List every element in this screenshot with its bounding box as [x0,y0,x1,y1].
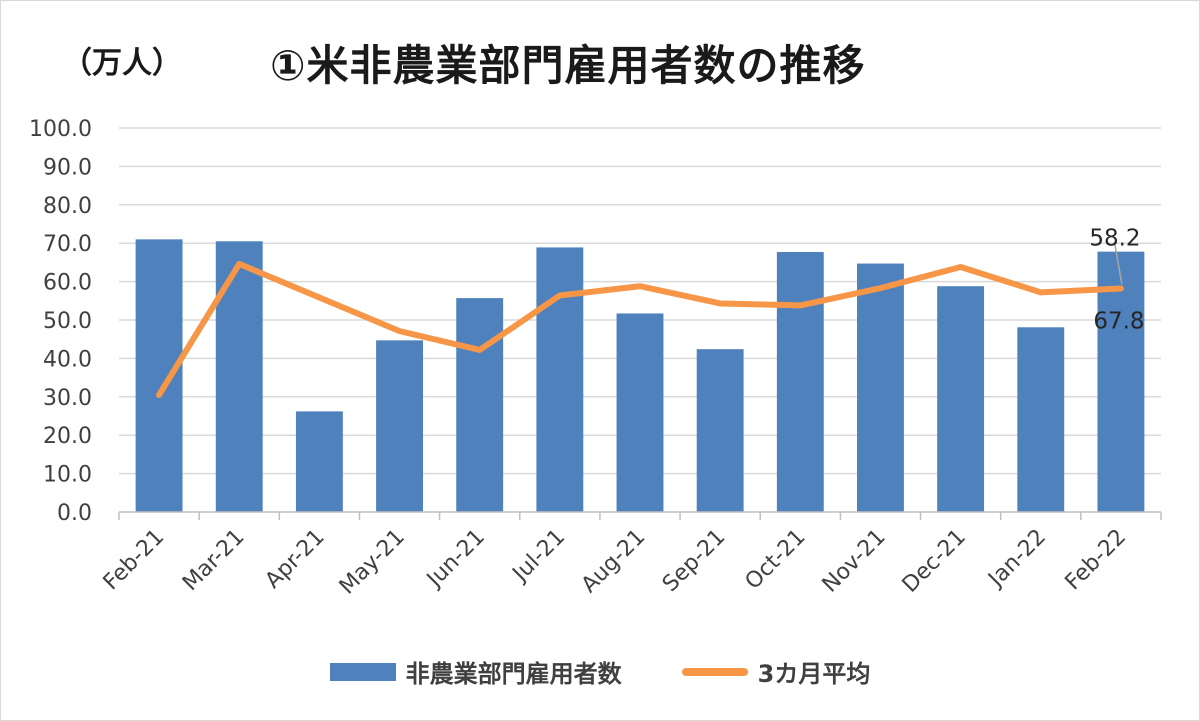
bar [1097,251,1145,512]
y-tick-label: 70.0 [43,232,92,257]
bar [135,239,183,513]
x-axis [118,511,1162,520]
x-tick-label: Jul-21 [507,525,570,588]
data-label-leader [1114,244,1123,285]
y-axis-ticks: 0.0 10.0 20.0 30.0 40.0 50.0 60.0 70.0 80.0 90.0 1… [29,117,92,526]
x-tick-label: Dec-21 [898,525,971,598]
y-tick-label: 100.0 [29,117,92,142]
x-tick-label: Sep-21 [658,525,730,597]
y-tick-label: 0.0 [57,501,92,526]
legend: 非農業部門雇用者数 3カ月平均 [0,654,1200,689]
bar [857,263,904,512]
x-tick-label: May-21 [335,525,410,600]
bar [776,252,824,513]
x-tick-label: Jun-21 [421,525,490,594]
x-tick-label: Feb-21 [99,525,170,596]
x-tick-label: Oct-21 [741,525,811,595]
legend-item-line: 3カ月平均 [681,654,871,689]
x-axis-ticks: Feb-21 Mar-21 Apr-21 May-21 Jun-21 Jul-21 Aug-… [99,525,1131,600]
bar [696,349,744,512]
x-tick-label: Apr-21 [261,525,330,594]
unit-label: （万人） [62,46,182,81]
y-tick-label: 60.0 [43,271,92,296]
data-label-bar-last: 67.8 [1093,309,1144,335]
x-tick-label: Nov-21 [818,525,891,598]
x-tick-label: Aug-21 [577,525,650,598]
x-tick-label: Jan-22 [983,525,1051,593]
average-line [156,260,1124,398]
bar [536,247,584,512]
bar [456,298,504,512]
bar-series [135,239,1145,513]
x-tick-label: Mar-21 [178,525,249,596]
y-tick-label: 80.0 [43,194,92,219]
data-label-line-last: 58.2 [1089,226,1140,252]
bar [215,241,263,512]
y-tick-label: 90.0 [43,155,92,180]
bar [376,340,423,512]
chart-title: ①米非農業部門雇用者数の推移 [270,41,866,90]
x-tick-label: Feb-22 [1061,525,1132,596]
legend-label-bars: 非農業部門雇用者数 [405,660,622,688]
y-tick-label: 50.0 [43,309,92,334]
bar [937,286,985,512]
bar [1017,327,1065,512]
y-tick-label: 30.0 [43,386,92,411]
line-series [156,260,1124,398]
legend-swatch-line [681,667,748,676]
legend-label-line: 3カ月平均 [757,660,871,688]
data-labels: 58.2 67.8 [1089,226,1144,335]
y-tick-label: 40.0 [43,347,92,372]
y-tick-label: 20.0 [43,424,92,449]
bar [616,313,664,512]
y-tick-label: 10.0 [43,463,92,488]
legend-swatch-bar [329,662,396,681]
legend-item-bars: 非農業部門雇用者数 [329,654,622,689]
bar [295,411,343,512]
